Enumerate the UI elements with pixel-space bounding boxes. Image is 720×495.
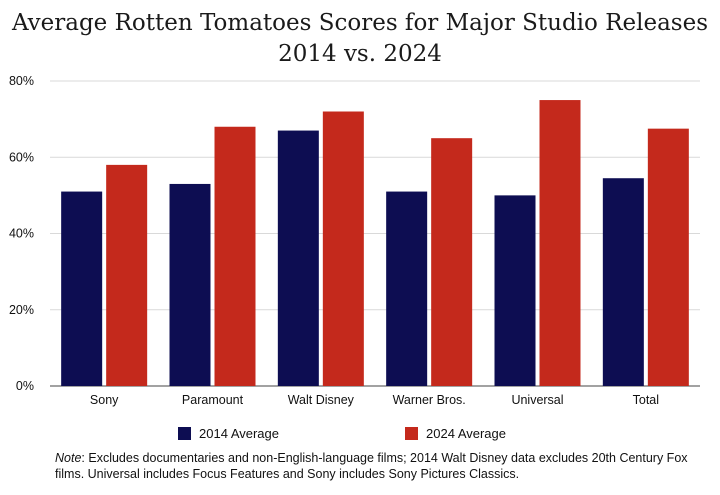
legend-swatch-2014 <box>178 427 191 440</box>
footnote: Note: Excludes documentaries and non-Eng… <box>55 450 705 482</box>
legend-label-2014: 2014 Average <box>199 426 279 441</box>
bar-2014 <box>277 130 319 386</box>
bar-2024 <box>214 126 256 386</box>
chart-subtitle: 2014 vs. 2024 <box>278 41 442 67</box>
footnote-label: Note <box>55 451 82 465</box>
bar-2014 <box>602 178 644 386</box>
bar-2024 <box>322 111 364 386</box>
bar-2014 <box>386 191 428 386</box>
chart-title: Average Rotten Tomatoes Scores for Major… <box>11 10 709 36</box>
x-tick-label: Sony <box>90 393 119 407</box>
bar-2024 <box>539 100 581 386</box>
x-tick-label: Walt Disney <box>288 393 355 407</box>
x-tick-label: Total <box>633 393 659 407</box>
y-tick-label: 40% <box>9 227 34 241</box>
footnote-text: : Excludes documentaries and non-English… <box>55 451 688 481</box>
bar-2014 <box>494 195 536 386</box>
x-tick-label: Universal <box>511 393 563 407</box>
legend-swatch-2024 <box>405 427 418 440</box>
bar-2014 <box>61 191 103 386</box>
chart-title-block: Average Rotten Tomatoes Scores for Major… <box>0 8 720 70</box>
y-tick-label: 60% <box>9 150 34 164</box>
x-tick-label: Paramount <box>182 393 244 407</box>
bar-2024 <box>647 128 689 386</box>
bar-2024 <box>106 164 148 386</box>
bar-chart: 0% 20% 40% 60% 80% Sony Paramount Walt Disney Wa… <box>9 74 700 407</box>
y-tick-label: 20% <box>9 303 34 317</box>
bar-2014 <box>169 183 211 386</box>
y-tick-label: 0% <box>16 379 34 393</box>
x-tick-label: Warner Bros. <box>393 393 466 407</box>
legend-label-2024: 2024 Average <box>426 426 506 441</box>
legend-item-2024: 2024 Average <box>405 426 506 441</box>
bar-2024 <box>431 138 473 386</box>
legend-item-2014: 2014 Average <box>178 426 279 441</box>
y-tick-label: 80% <box>9 74 34 88</box>
